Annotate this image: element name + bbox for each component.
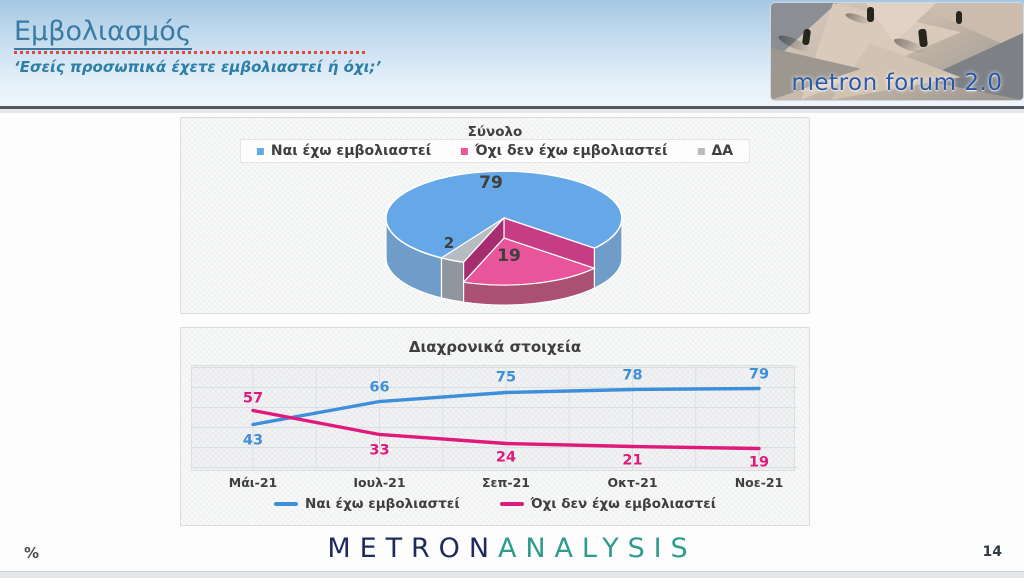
legend-item-dk: ΔΑ (697, 143, 733, 159)
legend-item-no: Όχι δεν έχω εμβολιαστεί (461, 143, 667, 159)
data-label: 78 (622, 368, 642, 384)
legend-item-yes-line: Ναι έχω εμβολιαστεί (274, 496, 460, 512)
pie-chart: 79 19 2 (385, 170, 623, 306)
pie-value-no: 19 (497, 246, 521, 266)
x-axis-label: Οκτ-21 (607, 475, 657, 490)
data-label: 19 (749, 455, 769, 471)
spellcheck-squiggle (14, 51, 367, 55)
percent-note: % (24, 544, 40, 562)
pie-panel-title: Σύνολο (467, 124, 523, 140)
line-legend: Ναι έχω εμβολιαστεί Όχι δεν έχω εμβολιασ… (181, 496, 809, 512)
legend-label: ΔΑ (711, 143, 734, 159)
page-number: 14 (982, 544, 1002, 560)
metron-forum-logo: metron forum 2.0 (770, 2, 1024, 101)
yes-color-marker (256, 147, 264, 155)
data-label: 24 (496, 450, 516, 466)
metron-analysis-logo: METRONANALYSIS (327, 533, 696, 564)
page-title: Εμβολιασμός (14, 16, 192, 51)
pie-value-dk: 2 (444, 234, 454, 252)
brand-analysis: ANALYSIS (497, 533, 697, 564)
data-label: 79 (749, 367, 769, 383)
data-label: 21 (622, 453, 642, 469)
pie-wall-gray (440, 257, 465, 303)
yes-line-swatch (274, 502, 299, 506)
x-axis-label: Μάι-21 (229, 475, 277, 490)
data-label: 75 (496, 370, 516, 386)
pie-slice-yes (385, 170, 623, 264)
person-silhouette (956, 11, 962, 24)
legend-item-no-line: Όχι δεν έχω εμβολιαστεί (499, 496, 716, 512)
no-line-swatch (499, 502, 524, 506)
legend-label: Όχι δεν έχω εμβολιαστεί (530, 496, 716, 512)
person-silhouette (867, 7, 874, 22)
slide-header: Εμβολιασμός ‘Εσείς προσωπικά έχετε εμβολ… (0, 0, 1024, 109)
legend-label: Ναι έχω εμβολιαστεί (305, 496, 460, 512)
line-chart-panel: Διαχρονικά στοιχεία 43 66 75 78 79 57 33 24 21 19… (180, 327, 810, 526)
no-color-marker (461, 147, 469, 155)
dk-color-marker (697, 147, 705, 155)
data-label: 33 (369, 443, 389, 459)
data-label: 57 (243, 391, 263, 407)
legend-label: Όχι δεν έχω εμβολιαστεί (475, 143, 668, 159)
series-line-1 (251, 408, 761, 451)
pie-chart-panel: Σύνολο Ναι έχω εμβολιαστεί Όχι δεν έχω ε… (180, 117, 810, 314)
pie-wall-pink-inner-left (463, 216, 505, 284)
legend-label: Ναι έχω εμβολιαστεί (270, 143, 432, 159)
brand-metron: METRON (327, 533, 498, 564)
slide-bottom-edge (0, 571, 1024, 578)
data-label: 66 (369, 380, 389, 396)
series-line-0 (251, 386, 761, 427)
legend-item-yes: Ναι έχω εμβολιαστεί (256, 143, 432, 159)
header-titles: Εμβολιασμός ‘Εσείς προσωπικά έχετε εμβολ… (14, 16, 381, 76)
x-axis-label: Σεπ-21 (482, 475, 530, 490)
person-silhouette (801, 28, 812, 46)
pie-legend: Ναι έχω εμβολιαστεί Όχι δεν έχω εμβολιασ… (239, 139, 751, 163)
pie-slice-no (462, 237, 597, 286)
x-axis-label: Νοε-21 (735, 475, 784, 490)
page-subtitle: ‘Εσείς προσωπικά έχετε εμβολιαστεί ή όχι… (14, 58, 382, 77)
data-label: 43 (243, 433, 263, 449)
logo-text: metron forum 2.0 (791, 70, 1003, 96)
pie-value-yes: 79 (479, 173, 503, 193)
plot-background (191, 365, 795, 471)
line-chart: 43 66 75 78 79 57 33 24 21 19 Μάι-21 Ιουλ-21 Σεπ-21 Ο… (191, 365, 797, 490)
line-panel-title: Διαχρονικά στοιχεία (408, 338, 582, 356)
x-axis-label: Ιουλ-21 (353, 475, 405, 490)
